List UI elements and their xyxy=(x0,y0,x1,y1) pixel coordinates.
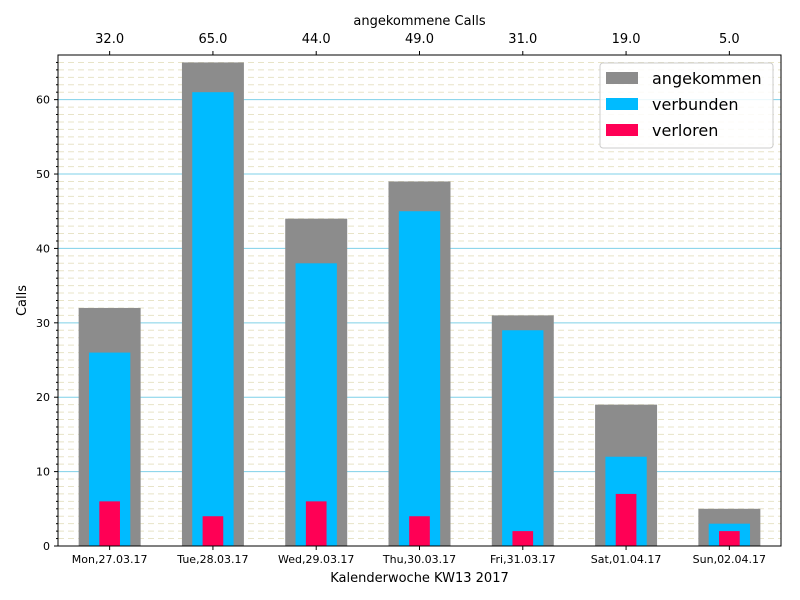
top-tick-label: 32.0 xyxy=(95,32,124,47)
x-tick-label: Wed,29.03.17 xyxy=(278,553,354,566)
top-tick-label: 5.0 xyxy=(719,32,740,47)
x-tick-label: Sat,01.04.17 xyxy=(591,553,662,566)
bar-verloren xyxy=(409,516,430,546)
legend-swatch-angekommen xyxy=(606,72,638,84)
bar-verbunden xyxy=(192,92,234,547)
x-tick-label: Thu,30.03.17 xyxy=(382,553,456,566)
x-axis-title: Kalenderwoche KW13 2017 xyxy=(330,571,508,586)
top-tick-label: 49.0 xyxy=(405,32,434,47)
x-tick-label: Mon,27.03.17 xyxy=(72,553,148,566)
y-tick-label: 10 xyxy=(36,466,50,479)
legend: angekommen verbunden verloren xyxy=(599,62,774,149)
legend-box xyxy=(599,62,774,149)
bar-verbunden xyxy=(398,211,441,546)
x-tick-label: Tue,28.03.17 xyxy=(176,553,248,566)
top-tick-label: 31.0 xyxy=(508,32,537,47)
bar-verloren xyxy=(719,531,740,546)
top-tick-label: 44.0 xyxy=(302,32,331,47)
bar-verbunden xyxy=(502,330,544,546)
legend-label-verloren: verloren xyxy=(652,121,718,140)
legend-label-angekommen: angekommen xyxy=(652,69,762,88)
bar-verloren xyxy=(305,501,327,546)
top-axis-title: angekommene Calls xyxy=(353,14,485,29)
legend-swatch-verloren xyxy=(606,124,638,136)
legend-swatch-verbunden xyxy=(606,98,638,110)
x-tick-label: Fri,31.03.17 xyxy=(490,553,556,566)
top-axis: 32.0 65.0 44.0 49.0 31.0 19.0 5.0 xyxy=(95,32,740,55)
bar-verloren xyxy=(615,493,637,546)
bar-verloren xyxy=(99,501,120,546)
legend-label-verbunden: verbunden xyxy=(652,95,738,114)
y-tick-label: 0 xyxy=(43,540,50,553)
y-tick-label: 60 xyxy=(36,94,50,107)
y-axis-title: Calls xyxy=(15,285,30,316)
x-axis: Mon,27.03.17 Tue,28.03.17 Wed,29.03.17 Thu,… xyxy=(72,546,766,566)
y-tick-label: 40 xyxy=(36,242,50,255)
bars xyxy=(78,62,761,547)
bar-verloren xyxy=(512,531,534,546)
x-tick-label: Sun,02.04.17 xyxy=(693,553,766,566)
top-tick-label: 19.0 xyxy=(612,32,641,47)
bar-verbunden xyxy=(295,263,337,546)
y-tick-label: 20 xyxy=(36,391,50,404)
y-tick-label: 30 xyxy=(36,317,50,330)
y-tick-label: 50 xyxy=(36,168,50,181)
bar-verloren xyxy=(202,516,224,546)
y-axis: 0 10 20 30 40 50 60 xyxy=(36,61,58,553)
top-tick-label: 65.0 xyxy=(198,32,227,47)
